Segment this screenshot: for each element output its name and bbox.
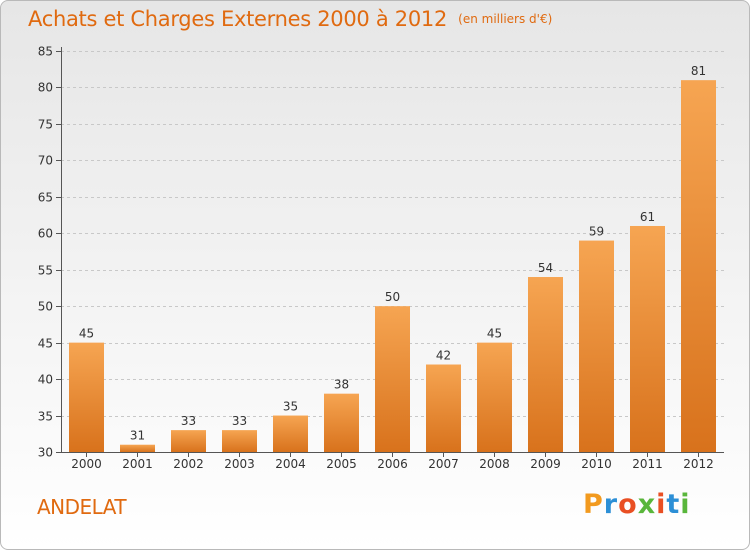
bars [69,80,716,452]
labels: 30 35 40 45 50 55 60 65 70 75 80 85 45 2000 31 2001 33 20… [38,45,714,472]
y-tick-label: 80 [38,81,53,95]
data-label: 33 [181,414,196,428]
chart-title: Achats et Charges Externes 2000 à 2012 [28,7,448,31]
bar [630,225,665,452]
data-label: 45 [487,327,502,341]
unit-note: (en milliers d'€) [458,12,553,26]
x-tick-label: 2009 [530,457,561,471]
data-label: 38 [334,378,349,392]
data-label: 54 [538,261,553,275]
data-label: 50 [385,290,400,304]
data-label: 42 [436,349,451,363]
data-label: 33 [232,414,247,428]
data-label: 45 [79,327,94,341]
logo-letter: P [583,489,604,520]
x-tick-label: 2012 [683,457,714,471]
proxiti-logo: Proxiti [583,489,691,520]
logo-letter: i [680,489,691,520]
y-tick-label: 35 [38,410,53,424]
bar [579,240,614,452]
y-tick-label: 70 [38,154,53,168]
y-tick-label: 65 [38,191,53,205]
y-tick-label: 60 [38,227,53,241]
y-tick-label: 75 [38,118,53,132]
x-tick-label: 2002 [173,457,204,471]
bar [528,277,563,452]
bar [171,430,206,452]
bar [120,444,155,452]
y-tick-label: 55 [38,264,53,278]
y-tick-label: 30 [38,446,53,460]
x-tick-label: 2006 [377,457,408,471]
x-tick-label: 2000 [71,457,102,471]
y-tick-label: 50 [38,300,53,314]
x-tick-label: 2011 [632,457,663,471]
x-tick-label: 2001 [122,457,153,471]
commune-name: ANDELAT [37,495,127,519]
bar [375,306,410,452]
logo-letter: t [666,489,681,520]
bar [222,430,257,452]
data-label: 31 [130,429,145,443]
bar [477,342,512,452]
bar [273,415,308,452]
x-tick-label: 2007 [428,457,459,471]
x-tick-label: 2005 [326,457,357,471]
axes [56,47,724,457]
bar [426,364,461,452]
data-label: 35 [283,400,298,414]
y-tick-label: 45 [38,337,53,351]
title-row: Achats et Charges Externes 2000 à 2012 (… [28,7,552,31]
data-label: 61 [640,210,655,224]
x-tick-label: 2008 [479,457,510,471]
logo-letter: x [637,489,657,520]
logo-letter: i [656,489,667,520]
x-tick-label: 2004 [275,457,306,471]
bar [324,393,359,452]
x-tick-label: 2010 [581,457,612,471]
bar [681,80,716,452]
x-tick-label: 2003 [224,457,255,471]
data-label: 59 [589,225,604,239]
logo-letter: o [618,489,638,520]
bar [69,342,104,452]
y-tick-label: 85 [38,45,53,59]
logo-letter: r [603,489,619,520]
y-tick-label: 40 [38,373,53,387]
data-label: 81 [691,64,706,78]
